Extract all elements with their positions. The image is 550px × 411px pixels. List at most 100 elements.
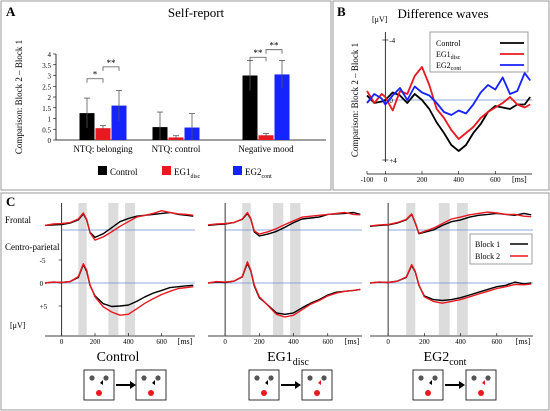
panel-a-legend: Control EG1disc EG2cont — [98, 166, 272, 180]
centro-parietal-trace-block-2 — [369, 263, 532, 304]
stimulus-arrow-head — [459, 381, 465, 389]
panel-c-ms-label: [ms] — [345, 337, 360, 346]
panel-c-xtick-label: 400 — [288, 338, 299, 346]
centro-parietal-trace-block-1 — [207, 262, 361, 315]
panel-a-ytick-label: 3 — [48, 73, 52, 81]
legend-swatch-eg2 — [233, 166, 242, 175]
stimulus-ball — [96, 390, 102, 396]
bar-control-2 — [242, 75, 258, 140]
panel-c-xtick-label: 0 — [386, 338, 390, 346]
panel-b-unit: [μV] — [372, 15, 388, 24]
stimulus-arrow-head — [295, 381, 301, 389]
panel-a-ytick-label: 3.5 — [42, 62, 51, 70]
panel-b-plot: -4 0 +4 -100 0 200 400 600 — [361, 32, 532, 184]
time-window-shade — [108, 203, 119, 335]
panel-b-ytick-label: +4 — [389, 157, 397, 165]
panel-b-frame — [332, 0, 550, 191]
stimulus-box-after-1 — [301, 369, 333, 401]
significance-bracket — [265, 49, 283, 54]
panel-c-letter: C — [6, 194, 15, 209]
panel-c-ms-label: [ms] — [178, 337, 193, 346]
stimulus-dot — [103, 375, 109, 381]
panel-b-ms-label: [ms] — [512, 175, 527, 184]
stimulus-dot — [89, 375, 95, 381]
panel-b-xtick-label: -100 — [361, 176, 374, 184]
panel-b-legend-label-eg2: EG2cont — [436, 61, 461, 72]
panel-a-ytick-label: 0.5 — [42, 126, 51, 134]
time-window-shade — [78, 203, 87, 335]
stimulus-box-after-2 — [465, 369, 497, 401]
stimulus-pointer — [265, 380, 268, 385]
significance-star: * — [93, 70, 98, 80]
panel-a-ytick-label: 2.5 — [42, 83, 51, 91]
panel-a-ylabel: Comparison: Block 2 – Block 1 — [14, 40, 24, 154]
time-window-shade — [438, 203, 450, 335]
panel-a-ytick-label: 0 — [48, 137, 52, 145]
panel-c-frame — [0, 192, 550, 411]
stimulus-box-before-0 — [83, 369, 115, 401]
legend-label-eg2: EG2cont — [245, 167, 272, 180]
centro-parietal-trace-block-1 — [44, 263, 194, 308]
time-window-shade — [290, 203, 301, 335]
stimulus-arrow-head — [130, 381, 136, 389]
panel-a-ytick-label: 1 — [48, 116, 52, 124]
significance-star: ** — [270, 41, 280, 51]
panel-c-stimulus-diagrams — [83, 369, 497, 401]
panel-c-plots: -5 0 +5 0 200 400 600 [ms] 0 200 400 600 [ms] 0 200 400… — [40, 203, 533, 346]
centro-parietal-trace-block-2 — [44, 263, 194, 316]
legend-swatch-eg1 — [162, 166, 171, 175]
stimulus-dot — [418, 375, 424, 381]
centro-parietal-trace-block-2 — [207, 261, 361, 318]
panel-c-legend-label-1: Block 1 — [475, 240, 500, 249]
frontal-trace-block-2 — [44, 209, 194, 241]
legend-label-eg1: EG1disc — [174, 167, 201, 180]
panel-c-xtick-label: 0 — [60, 338, 64, 346]
panel-a-category-label: NTQ: control — [152, 144, 201, 154]
panel-a-ytick-label: 2 — [48, 94, 52, 102]
significance-bracket — [249, 56, 267, 62]
panel-c-xtick-label: 0 — [223, 338, 227, 346]
stimulus-dot — [485, 375, 491, 381]
group-label-eg2: EG2cont — [424, 350, 467, 368]
frontal-trace-block-2 — [207, 211, 361, 235]
stimulus-dot — [268, 375, 274, 381]
stimulus-dot — [254, 375, 260, 381]
panel-b-legend-label-control: Control — [436, 39, 461, 48]
stimulus-ball — [148, 390, 154, 396]
stimulus-dot — [155, 375, 161, 381]
legend-label-control: Control — [110, 167, 138, 177]
panel-c-xtick-label: 600 — [156, 338, 167, 346]
panel-b-xtick-label: 400 — [453, 176, 464, 184]
stimulus-dot — [321, 375, 327, 381]
row-label-frontal: Frontal — [5, 215, 31, 225]
time-window-shade — [242, 203, 251, 335]
panel-c-legend-label-2: Block 2 — [475, 252, 500, 261]
frontal-trace-block-2 — [369, 211, 532, 234]
time-window-shade — [125, 203, 135, 335]
panel-b-xtick-label: 200 — [417, 176, 428, 184]
stimulus-dot — [307, 375, 313, 381]
panel-c-xtick-label: 200 — [90, 338, 101, 346]
panel-a-bars: NTQ: belonging NTQ: control Negative mood — [73, 60, 294, 154]
panel-c-legend-box — [469, 233, 533, 265]
significance-star: ** — [107, 58, 117, 68]
panel-c-xtick-label: 600 — [492, 338, 503, 346]
wave-eg2cont — [366, 72, 531, 116]
panel-c-xtick-label: 200 — [254, 338, 265, 346]
panel-b-xtick-label: 0 — [384, 176, 388, 184]
bar-eg2cont-0 — [111, 105, 127, 140]
panel-c-ms-label: [ms] — [516, 337, 531, 346]
stimulus-ball — [478, 390, 484, 396]
stimulus-ball — [261, 390, 267, 396]
stimulus-dot — [432, 375, 438, 381]
stimulus-pointer — [429, 380, 432, 385]
bar-eg2cont-2 — [274, 74, 290, 140]
panel-a-category-label: Negative mood — [238, 144, 294, 154]
group-label-control: Control — [97, 350, 140, 365]
panel-c-unit: [μV] — [10, 321, 26, 330]
stimulus-pointer — [152, 380, 155, 385]
stimulus-pointer — [482, 380, 485, 385]
panel-b-title: Difference waves — [397, 6, 488, 21]
